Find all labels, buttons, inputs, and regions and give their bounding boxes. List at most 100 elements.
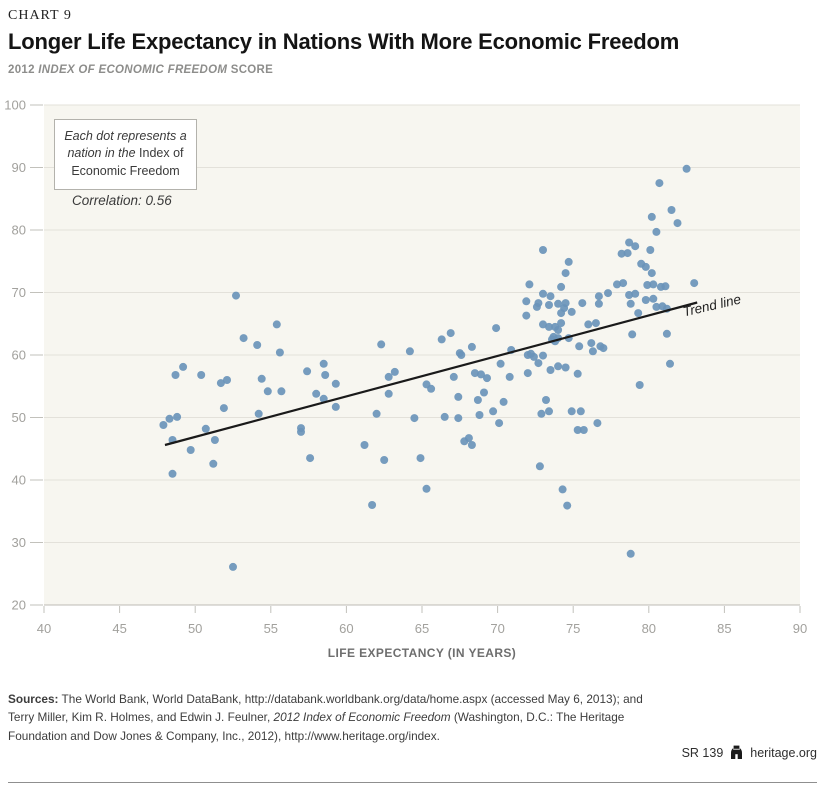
data-point bbox=[297, 427, 305, 436]
data-point bbox=[561, 269, 570, 278]
data-point bbox=[587, 339, 596, 348]
xtick-label-70: 70 bbox=[490, 621, 504, 636]
data-point bbox=[257, 374, 266, 383]
data-point bbox=[368, 501, 377, 509]
data-point bbox=[232, 291, 240, 300]
data-point bbox=[477, 370, 485, 379]
site-link[interactable]: heritage.org bbox=[750, 745, 817, 760]
data-point bbox=[579, 426, 588, 434]
data-point bbox=[641, 296, 650, 304]
page-title: Longer Life Expectancy in Nations With M… bbox=[8, 29, 680, 54]
data-point bbox=[223, 376, 231, 384]
data-point bbox=[331, 402, 340, 411]
data-point bbox=[219, 404, 228, 413]
data-point bbox=[427, 384, 436, 393]
data-point bbox=[312, 389, 321, 398]
data-point bbox=[545, 322, 553, 331]
data-point bbox=[542, 396, 550, 404]
data-point bbox=[173, 412, 182, 421]
xtick-label-85: 85 bbox=[717, 621, 731, 636]
data-point bbox=[277, 387, 286, 396]
data-point bbox=[573, 369, 582, 378]
data-point bbox=[229, 562, 237, 571]
data-point bbox=[652, 302, 661, 311]
data-point bbox=[682, 164, 691, 173]
data-point bbox=[253, 341, 262, 349]
data-point bbox=[216, 379, 225, 388]
data-point bbox=[588, 347, 597, 356]
data-point bbox=[535, 462, 544, 471]
data-point bbox=[319, 359, 328, 368]
data-point bbox=[643, 281, 652, 289]
footer: SR 139 heritage.org bbox=[682, 745, 817, 760]
data-point bbox=[522, 311, 531, 320]
data-point bbox=[539, 289, 547, 298]
ytick-label-70: 70 bbox=[12, 285, 26, 300]
data-point bbox=[625, 291, 634, 299]
annotation-box: Each dot represents a nation in the Inde… bbox=[54, 119, 197, 190]
data-point bbox=[628, 330, 637, 339]
data-point bbox=[539, 246, 547, 254]
xtick-label-40: 40 bbox=[37, 621, 51, 636]
data-point bbox=[584, 320, 593, 329]
data-point bbox=[593, 419, 602, 428]
ytick-label-80: 80 bbox=[12, 223, 26, 238]
data-point bbox=[416, 454, 425, 463]
ytick-label-60: 60 bbox=[12, 348, 26, 363]
data-point bbox=[546, 366, 555, 374]
data-point bbox=[405, 347, 414, 356]
data-point bbox=[390, 367, 399, 376]
data-point bbox=[561, 299, 570, 308]
data-point bbox=[649, 280, 658, 289]
data-point bbox=[634, 309, 643, 318]
sources-book-title: 2012 Index of Economic Freedom bbox=[273, 710, 451, 725]
data-point bbox=[652, 227, 661, 236]
data-point bbox=[529, 352, 538, 361]
ytick-label-30: 30 bbox=[12, 535, 26, 550]
data-point bbox=[303, 367, 312, 376]
ytick-label-20: 20 bbox=[12, 598, 26, 613]
data-point bbox=[377, 340, 386, 349]
data-point bbox=[558, 485, 567, 494]
data-point bbox=[489, 407, 498, 416]
sources-text-2: (Washington, D.C.: The Heritage Foundati… bbox=[8, 710, 625, 743]
data-point bbox=[275, 348, 284, 357]
data-point bbox=[168, 469, 177, 478]
ytick-label-90: 90 bbox=[12, 160, 26, 175]
data-point bbox=[306, 454, 315, 463]
trend-line bbox=[164, 301, 698, 447]
data-point bbox=[567, 307, 576, 316]
data-point bbox=[545, 301, 553, 309]
data-point bbox=[573, 426, 582, 434]
xtick-label-60: 60 bbox=[339, 621, 353, 636]
data-point bbox=[647, 269, 656, 278]
data-point bbox=[492, 324, 501, 333]
data-point bbox=[655, 179, 664, 188]
data-point bbox=[197, 371, 206, 379]
data-point bbox=[239, 334, 248, 343]
data-point bbox=[470, 369, 479, 378]
data-point bbox=[186, 446, 195, 454]
data-point bbox=[625, 238, 634, 247]
data-point bbox=[467, 342, 476, 351]
sources-label: Sources: bbox=[8, 692, 59, 706]
data-point bbox=[505, 372, 514, 381]
data-point bbox=[647, 212, 656, 221]
data-point bbox=[263, 387, 272, 396]
xtick-label-45: 45 bbox=[112, 621, 126, 636]
data-point bbox=[165, 414, 174, 423]
ytick-label-100: 100 bbox=[4, 98, 26, 113]
data-point bbox=[554, 326, 563, 334]
data-point bbox=[604, 289, 612, 298]
data-point bbox=[667, 206, 676, 214]
data-point bbox=[576, 407, 585, 416]
data-point bbox=[525, 280, 534, 289]
data-point bbox=[360, 441, 369, 449]
chart-number-label: CHART 9 bbox=[8, 8, 72, 23]
data-point bbox=[613, 280, 621, 289]
data-point bbox=[384, 389, 393, 398]
data-point bbox=[467, 441, 476, 449]
data-point bbox=[662, 329, 671, 338]
data-point bbox=[539, 320, 547, 329]
subtitle-prefix: 2012 bbox=[8, 64, 39, 76]
